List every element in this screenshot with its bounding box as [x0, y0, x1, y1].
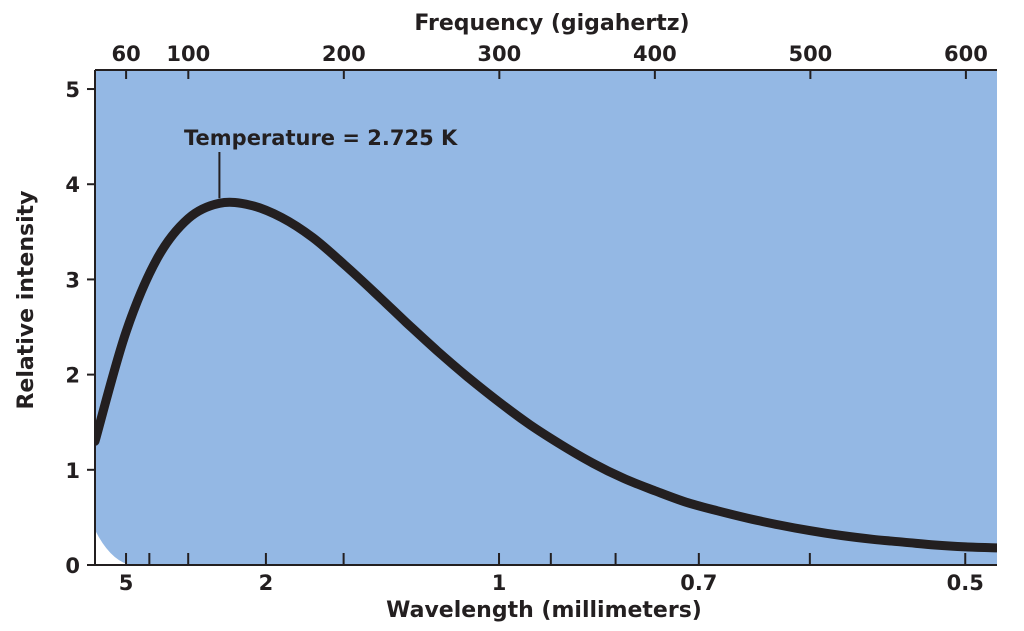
top-axis-tick-label: 200: [322, 42, 366, 66]
top-axis-tick-label: 500: [788, 42, 832, 66]
top-axis-tick-label: 600: [944, 42, 988, 66]
blackbody-curve: [95, 197, 997, 553]
left-axis-tick-label: 1: [65, 459, 80, 483]
left-axis-tick-label: 2: [65, 364, 80, 388]
left-axis-tick-label: 0: [65, 554, 80, 578]
cmb-background: [95, 70, 997, 565]
left-axis-tick-label: 3: [65, 268, 80, 292]
left-axis-tick-label: 4: [65, 173, 80, 197]
top-axis-tick-label: 300: [477, 42, 521, 66]
top-axis-tick-label: 100: [166, 42, 210, 66]
bottom-axis-tick-label: 1: [492, 571, 507, 595]
left-axis-tick-label: 5: [65, 78, 80, 102]
axis-ticks: [87, 70, 967, 566]
tick-labels: 60 100 200 300 400 500 600 5 2 1 0.7 0.5 0 1 2 3 4 5: [65, 42, 987, 595]
left-axis-title: Relative intensity: [14, 190, 39, 409]
top-axis-title: Frequency (gigahertz): [414, 11, 689, 36]
bottom-axis-tick-label: 0.5: [947, 571, 984, 595]
bottom-axis-tick-label: 2: [259, 571, 274, 595]
bottom-axis-title: Wavelength (millimeters): [386, 598, 702, 623]
bottom-axis-tick-label: 0.7: [680, 571, 717, 595]
top-axis-tick-label: 60: [111, 42, 140, 66]
bottom-axis-tick-label: 5: [119, 571, 134, 595]
temperature-annotation: Temperature = 2.725 K: [184, 126, 458, 150]
top-axis-tick-label: 400: [633, 42, 677, 66]
